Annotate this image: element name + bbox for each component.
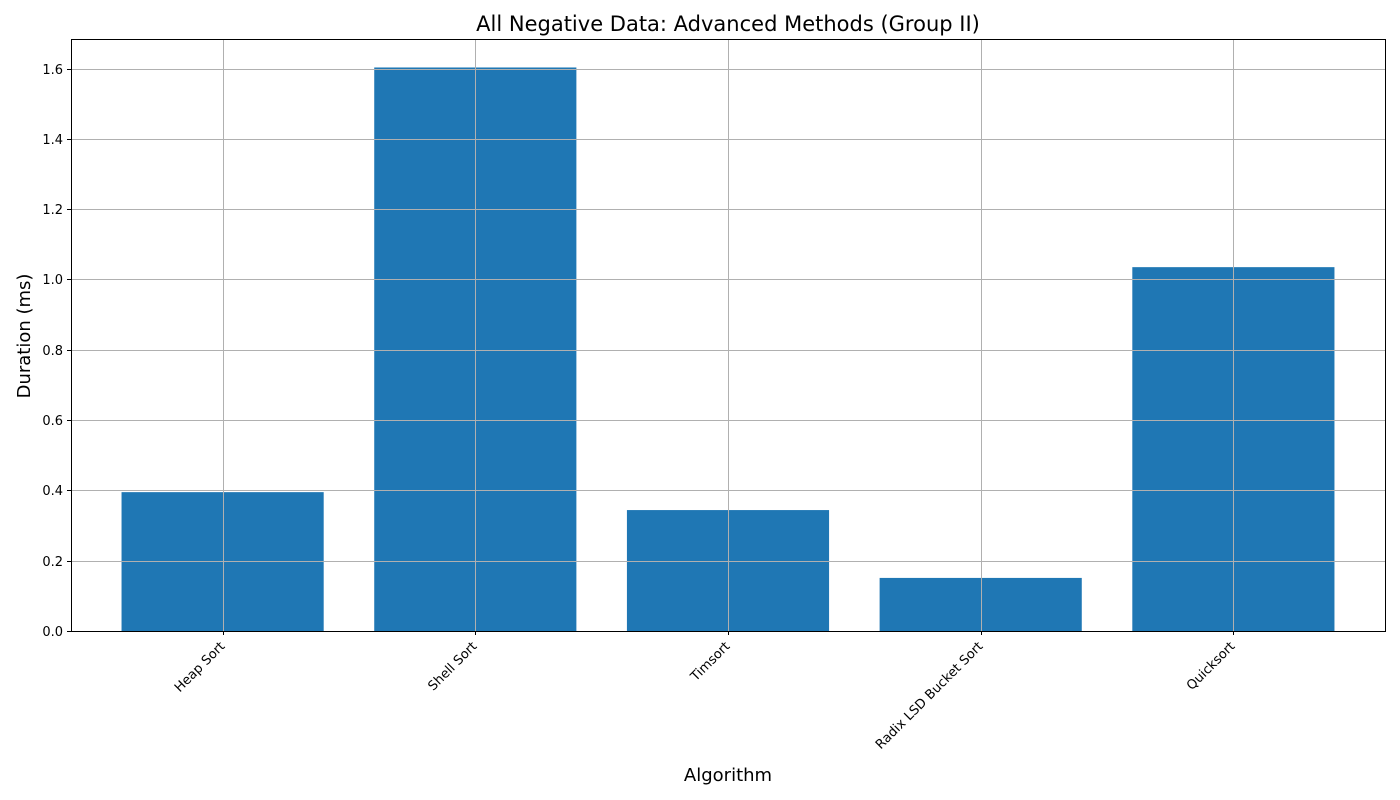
- y-tick-label: 1.4: [42, 133, 63, 148]
- y-tick-label: 1.6: [42, 63, 63, 78]
- y-tick-label: 0.0: [42, 625, 63, 640]
- y-tick-label: 1.2: [42, 203, 63, 218]
- x-tick-label: Quicksort: [1184, 639, 1238, 693]
- chart-title: All Negative Data: Advanced Methods (Gro…: [476, 12, 980, 36]
- x-axis-label: Algorithm: [684, 765, 772, 786]
- y-tick-label: 1.0: [42, 273, 63, 288]
- grid-layer: [71, 39, 1385, 632]
- plot-frame: [71, 39, 1386, 632]
- x-tick-label: Radix LSD Bucket Sort: [873, 639, 986, 752]
- y-tick-label: 0.8: [42, 344, 63, 359]
- x-tick-label: Heap Sort: [172, 639, 228, 695]
- y-tick-label: 0.6: [42, 414, 63, 429]
- y-tick-label: 0.2: [42, 555, 63, 570]
- x-tick-label: Timsort: [687, 639, 733, 685]
- x-tick-label: Shell Sort: [426, 639, 481, 694]
- y-axis-label: Duration (ms): [14, 274, 35, 399]
- bar-radix-lsd-bucket-sort: [879, 577, 1082, 631]
- y-tick-label: 0.4: [42, 484, 63, 499]
